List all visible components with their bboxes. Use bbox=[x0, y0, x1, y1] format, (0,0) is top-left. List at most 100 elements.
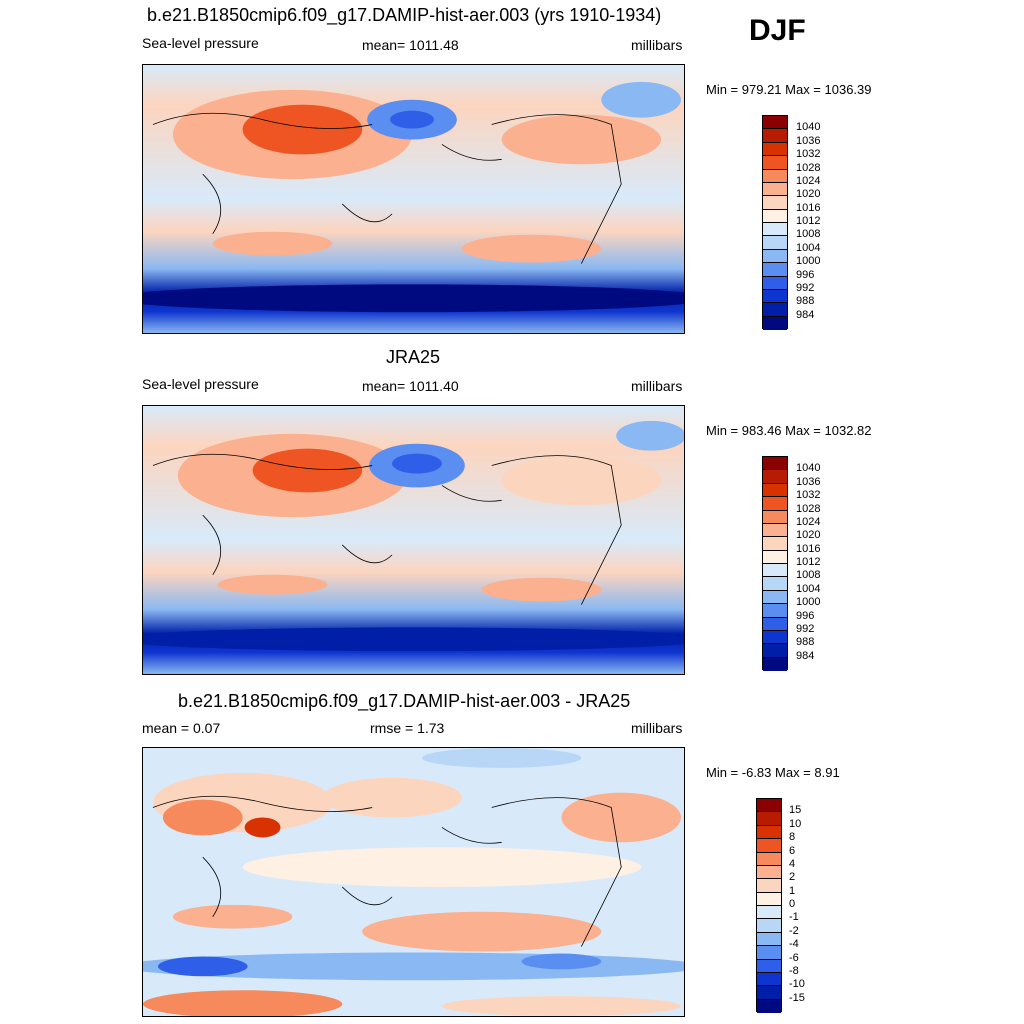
colorbar-swatch bbox=[757, 906, 781, 920]
colorbar-swatch bbox=[763, 236, 787, 250]
colorbar-swatch bbox=[763, 604, 787, 618]
colorbar-tick-label: 6 bbox=[789, 844, 796, 857]
colorbar-swatch bbox=[763, 142, 787, 157]
colorbar-tick-label: 1008 bbox=[796, 228, 821, 241]
colorbar-swatch bbox=[757, 839, 781, 853]
colorbar-swatch bbox=[757, 932, 781, 947]
colorbar-tick-label: 4 bbox=[789, 857, 796, 870]
colorbar-swatch bbox=[763, 564, 787, 578]
colorbar-swatch bbox=[757, 999, 781, 1013]
panel3-map bbox=[142, 747, 685, 1017]
colorbar-tick-label: 996 bbox=[796, 609, 815, 622]
panel3-difference-map bbox=[143, 748, 684, 1016]
colorbar-swatch bbox=[757, 879, 781, 893]
colorbar-tick-label: 2 bbox=[789, 871, 796, 884]
colorbar-swatch bbox=[763, 223, 787, 237]
colorbar-swatch bbox=[763, 169, 787, 183]
colorbar-swatch bbox=[763, 537, 787, 551]
panel2-mean-label: mean= 1011.40 bbox=[362, 378, 459, 394]
colorbar-swatch bbox=[763, 630, 787, 645]
colorbar-swatch bbox=[763, 617, 787, 631]
colorbar-swatch bbox=[763, 156, 787, 170]
colorbar-swatch bbox=[763, 590, 787, 605]
colorbar-swatch bbox=[763, 209, 787, 223]
colorbar-tick-label: -15 bbox=[789, 991, 805, 1004]
colorbar-tick-label: 1032 bbox=[796, 489, 821, 502]
colorbar-tick-label: 1032 bbox=[796, 148, 821, 161]
panel3-rmse-label: rmse = 1.73 bbox=[370, 720, 445, 736]
colorbar-tick-label: -4 bbox=[789, 938, 799, 951]
colorbar-swatch bbox=[763, 182, 787, 197]
colorbar-tick-label: 1016 bbox=[796, 542, 821, 555]
colorbar-swatch bbox=[763, 577, 787, 591]
colorbar-swatch bbox=[757, 852, 781, 866]
colorbar-swatch bbox=[757, 946, 781, 960]
colorbar-tick-label: 988 bbox=[796, 295, 815, 308]
panel1-minmax: Min = 979.21 Max = 1036.39 bbox=[706, 82, 872, 97]
colorbar-swatch bbox=[763, 497, 787, 511]
colorbar-tick-label: 1004 bbox=[796, 582, 821, 595]
panel1-units-label: millibars bbox=[631, 37, 683, 53]
panel1-contour-map bbox=[143, 65, 684, 333]
colorbar-swatch bbox=[763, 303, 787, 317]
colorbar-tick-label: 1028 bbox=[796, 502, 821, 515]
colorbar-tick-label: -2 bbox=[789, 924, 799, 937]
colorbar-swatch bbox=[763, 510, 787, 524]
colorbar-swatch bbox=[763, 116, 787, 130]
colorbar-tick-label: 1020 bbox=[796, 529, 821, 542]
colorbar-swatch bbox=[757, 812, 781, 826]
panel1-variable-label: Sea-level pressure bbox=[142, 35, 259, 51]
colorbar-swatch bbox=[763, 523, 787, 538]
colorbar-tick-label: 1016 bbox=[796, 201, 821, 214]
colorbar-tick-label: 1000 bbox=[796, 255, 821, 268]
colorbar-tick-label: 1020 bbox=[796, 188, 821, 201]
colorbar-swatch bbox=[757, 919, 781, 933]
colorbar-tick-label: -10 bbox=[789, 978, 805, 991]
colorbar-swatch bbox=[757, 972, 781, 987]
panel2-map bbox=[142, 405, 685, 675]
colorbar-tick-label: 988 bbox=[796, 636, 815, 649]
colorbar-swatch bbox=[757, 799, 781, 813]
colorbar-tick-label: 1000 bbox=[796, 596, 821, 609]
colorbar-swatch bbox=[757, 865, 781, 880]
panel2-minmax: Min = 983.46 Max = 1032.82 bbox=[706, 423, 872, 438]
colorbar-tick-label: 1024 bbox=[796, 174, 821, 187]
colorbar-tick-label: 1028 bbox=[796, 161, 821, 174]
colorbar-tick-label: 1040 bbox=[796, 462, 821, 475]
colorbar-swatch bbox=[763, 196, 787, 210]
panel3-units-label: millibars bbox=[631, 720, 683, 736]
colorbar-swatch bbox=[763, 470, 787, 484]
colorbar-tick-label: 1036 bbox=[796, 475, 821, 488]
colorbar-swatch bbox=[763, 316, 787, 330]
colorbar-tick-label: 996 bbox=[796, 268, 815, 281]
panel1-map bbox=[142, 64, 685, 334]
colorbar-swatch bbox=[763, 644, 787, 658]
panel1-colorbar bbox=[762, 115, 788, 330]
colorbar-swatch bbox=[763, 457, 787, 471]
colorbar-tick-label: -1 bbox=[789, 911, 799, 924]
colorbar-tick-label: 1004 bbox=[796, 241, 821, 254]
colorbar-tick-label: 1012 bbox=[796, 215, 821, 227]
colorbar-swatch bbox=[757, 825, 781, 840]
panel1-title: b.e21.B1850cmip6.f09_g17.DAMIP-hist-aer.… bbox=[147, 5, 662, 25]
colorbar-tick-label: 1036 bbox=[796, 134, 821, 147]
panel2-variable-label: Sea-level pressure bbox=[142, 376, 259, 392]
colorbar-tick-label: 984 bbox=[796, 308, 815, 321]
colorbar-swatch bbox=[763, 550, 787, 564]
colorbar-tick-label: 1 bbox=[789, 884, 796, 897]
colorbar-tick-label: -8 bbox=[789, 964, 799, 977]
colorbar-swatch bbox=[757, 959, 781, 973]
colorbar-swatch bbox=[763, 276, 787, 290]
colorbar-tick-label: 10 bbox=[789, 817, 802, 830]
colorbar-swatch bbox=[763, 129, 787, 143]
panel3-minmax: Min = -6.83 Max = 8.91 bbox=[706, 765, 840, 780]
panel2-colorbar bbox=[762, 456, 788, 671]
colorbar-swatch bbox=[763, 483, 787, 498]
colorbar-tick-label: 1012 bbox=[796, 556, 821, 568]
colorbar-swatch bbox=[757, 986, 781, 1000]
colorbar-tick-label: 1008 bbox=[796, 569, 821, 582]
panel2-title: JRA25 bbox=[386, 347, 441, 367]
panel3-colorbar bbox=[756, 798, 782, 1013]
colorbar-swatch bbox=[763, 263, 787, 277]
panel2-contour-map bbox=[143, 406, 684, 674]
